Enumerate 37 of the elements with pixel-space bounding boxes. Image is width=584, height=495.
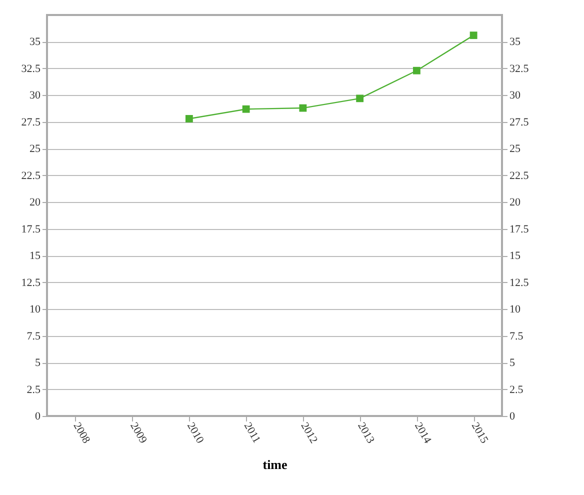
y2-tick-label: 20 [510,196,521,209]
point [185,115,193,122]
y-tick-label: 0 [35,410,41,422]
y2-tick-label: 7.5 [510,330,524,342]
point [242,105,250,113]
point [356,94,364,102]
y2-tick-label: 30 [510,90,521,102]
y-tick-label: 20 [30,196,41,209]
y2-tick-label: 12.5 [510,276,530,289]
y-tick-label: 12.5 [21,276,41,289]
y-tick-label: 32.5 [21,62,41,75]
y-tick-label: 30 [30,90,41,102]
y2-tick-label: 5 [510,357,516,370]
y2-tick-label: 10 [510,304,521,316]
y2-tick-label: 35 [510,36,521,48]
y2-tick-label: 2.5 [510,384,524,396]
y2-tick-label: 32.5 [510,62,530,75]
y-tick-label: 15 [30,250,41,262]
point [470,32,478,40]
y2-tick-label: 25 [510,143,521,156]
y2-tick-label: 27.5 [510,116,530,128]
point [412,66,420,74]
point [299,104,307,112]
y-tick-label: 25 [30,143,41,156]
y2-tick-label: 22.5 [510,170,530,182]
y-tick-label: 22.5 [21,170,41,182]
y2-tick-label: 15 [510,250,521,262]
y2-tick-label: 17.5 [510,223,530,236]
x-axis-title: time [262,457,288,472]
y-tick-label: 7.5 [26,330,41,342]
y-tick-label: 5 [35,357,41,370]
y-tick-label: 10 [30,304,41,316]
y-tick-label: 35 [30,36,41,48]
y-tick-label: 2.5 [26,384,41,396]
y2-tick-label: 0 [510,410,516,422]
y-tick-label: 27.5 [21,116,41,128]
y-tick-label: 17.5 [21,223,41,236]
